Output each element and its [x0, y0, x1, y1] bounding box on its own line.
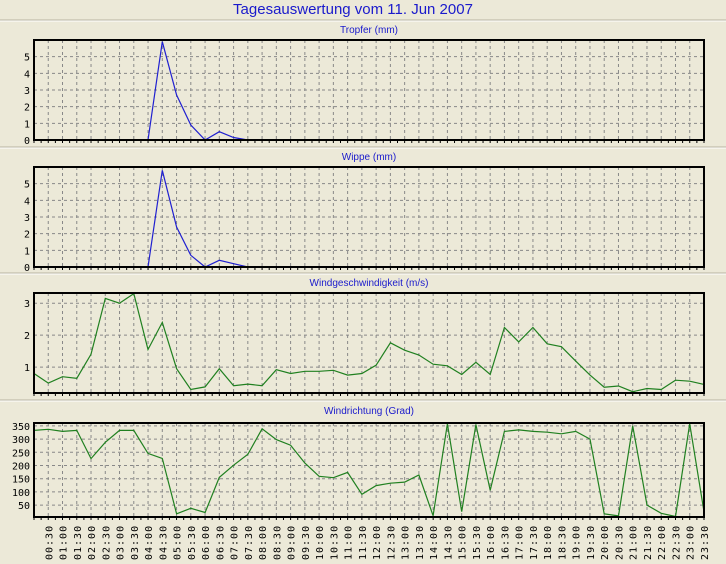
- y-tick-label: 5: [24, 53, 30, 64]
- chart-panel: Wippe (mm) 0 1 2 3 4 5: [0, 146, 726, 274]
- y-tick-label: 150: [12, 475, 30, 486]
- series-line: [147, 41, 248, 141]
- series-line: [147, 170, 248, 268]
- series-line: [33, 292, 705, 393]
- x-tick-label: 02:30: [101, 525, 112, 560]
- x-tick-label: 21:30: [643, 525, 654, 560]
- chart-panel: Tropfer (mm) 0 1 2 3 4 5: [0, 19, 726, 147]
- x-tick-label: 10:00: [315, 525, 326, 560]
- x-tick-label: 08:30: [272, 525, 283, 560]
- x-tick-label: 11:00: [344, 525, 355, 560]
- x-tick-label: 17:00: [515, 525, 526, 560]
- y-tick-label: 0: [24, 136, 30, 147]
- x-tick-label: 23:00: [686, 525, 697, 560]
- x-tick-label: 22:30: [671, 525, 682, 560]
- x-tick-label: 07:30: [244, 525, 255, 560]
- x-tick-label: 13:00: [401, 525, 412, 560]
- y-tick-label: 350: [12, 422, 30, 433]
- x-tick-label: 04:00: [144, 525, 155, 560]
- x-tick-label: 20:30: [614, 525, 625, 560]
- plot-frame: [33, 292, 705, 394]
- y-tick-label: 0: [24, 263, 30, 274]
- x-tick-label: 06:30: [215, 525, 226, 560]
- x-tick-label: 11:30: [358, 525, 369, 560]
- x-tick-label: 06:00: [201, 525, 212, 560]
- chart-title: Tropfer (mm): [340, 25, 398, 36]
- y-tick-label: 2: [24, 230, 30, 241]
- y-tick-label: 4: [24, 196, 30, 207]
- y-tick-label: 1: [24, 246, 30, 257]
- x-tick-label: 09:00: [287, 525, 298, 560]
- x-tick-label: 16:30: [500, 525, 511, 560]
- x-tick-label: 19:00: [572, 525, 583, 560]
- series-line: [33, 423, 705, 518]
- plot-frame: [33, 166, 705, 268]
- chart-title: Windrichtung (Grad): [324, 406, 414, 417]
- chart-title: Windgeschwindigkeit (m/s): [310, 278, 429, 289]
- x-tick-label: 12:30: [386, 525, 397, 560]
- plot-frame: [33, 39, 705, 141]
- x-tick-label: 08:00: [258, 525, 269, 560]
- x-tick-label: 18:30: [557, 525, 568, 560]
- x-tick-label: 19:30: [586, 525, 597, 560]
- x-tick-label: 01:00: [59, 525, 70, 560]
- y-tick-label: 5: [24, 180, 30, 191]
- y-tick-label: 4: [24, 69, 30, 80]
- y-tick-label: 200: [12, 462, 30, 473]
- x-tick-label: 00:30: [44, 525, 55, 560]
- x-tick-label: 16:00: [486, 525, 497, 560]
- x-tick-label: 18:00: [543, 525, 554, 560]
- y-tick-label: 3: [24, 299, 30, 310]
- x-tick-label: 03:30: [130, 525, 141, 560]
- chart-panel: Windgeschwindigkeit (m/s) 1 2 3: [0, 272, 726, 396]
- x-tick-label: 20:00: [600, 525, 611, 560]
- y-tick-label: 3: [24, 213, 30, 224]
- x-tick-label: 22:00: [657, 525, 668, 560]
- x-tick-label: 14:30: [443, 525, 454, 560]
- y-tick-label: 2: [24, 331, 30, 342]
- x-tick-label: 10:30: [329, 525, 340, 560]
- page-title: Tagesauswertung vom 11. Jun 2007: [233, 1, 473, 18]
- y-tick-label: 100: [12, 488, 30, 499]
- y-tick-label: 2: [24, 103, 30, 114]
- x-tick-label: 05:30: [187, 525, 198, 560]
- x-tick-label: 01:30: [73, 525, 84, 560]
- x-tick-label: 21:00: [629, 525, 640, 560]
- x-tick-label: 07:00: [230, 525, 241, 560]
- x-tick-label: 15:00: [458, 525, 469, 560]
- x-tick-label: 03:00: [116, 525, 127, 560]
- y-tick-label: 1: [24, 363, 30, 374]
- y-tick-label: 3: [24, 86, 30, 97]
- x-tick-label: 09:30: [301, 525, 312, 560]
- x-tick-label: 13:30: [415, 525, 426, 560]
- x-tick-label: 05:00: [173, 525, 184, 560]
- x-tick-label: 02:00: [87, 525, 98, 560]
- x-axis-labels: 00:30 01:00 01:30 02:00 02:30 03:00 03:30 04:00…: [44, 525, 711, 560]
- y-tick-label: 1: [24, 119, 30, 130]
- y-tick-label: 50: [18, 501, 30, 512]
- x-tick-label: 15:30: [472, 525, 483, 560]
- chart-title: Wippe (mm): [342, 152, 396, 163]
- y-tick-label: 300: [12, 435, 30, 446]
- plot-frame: [33, 422, 705, 518]
- x-tick-label: 23:30: [700, 525, 711, 560]
- x-tick-label: 14:00: [429, 525, 440, 560]
- x-tick-label: 12:00: [372, 525, 383, 560]
- chart-panel: Windrichtung (Grad) 50 100 150 200 250 300 350: [0, 399, 726, 520]
- x-tick-label: 17:30: [529, 525, 540, 560]
- x-tick-label: 04:30: [158, 525, 169, 560]
- y-tick-label: 250: [12, 448, 30, 459]
